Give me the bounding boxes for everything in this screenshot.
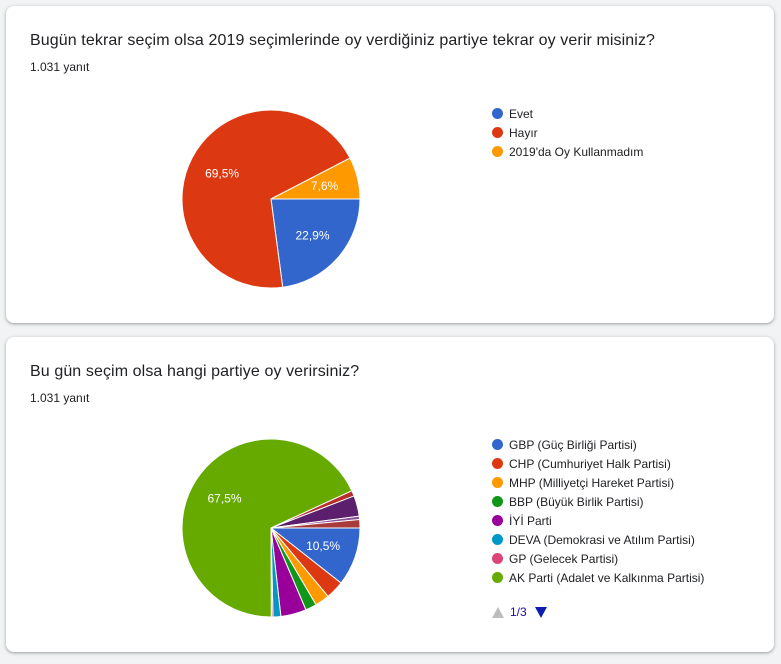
- legend-label: GBP (Güç Birliği Partisi): [509, 437, 637, 452]
- pie-slice: [270, 157, 361, 200]
- legend-label: Evet: [509, 106, 534, 121]
- question-title: Bugün tekrar seçim olsa 2019 seçimlerind…: [30, 32, 656, 49]
- legend-label: MHP (Milliyetçi Hareket Partisi): [509, 475, 675, 490]
- legend-label: DEVA (Demokrasi ve Atılım Partisi): [509, 532, 695, 547]
- legend-item: İYİ Parti: [492, 511, 704, 530]
- pie-slice: [270, 198, 361, 288]
- legend-item: BBP (Büyük Birlik Partisi): [492, 492, 704, 511]
- legend-label: Hayır: [509, 125, 538, 140]
- question-card-1: Bugün tekrar seçim olsa 2019 seçimlerind…: [6, 6, 774, 323]
- legend-swatch: [492, 534, 503, 545]
- legend-item: Hayır: [492, 123, 643, 142]
- legend-item: MHP (Milliyetçi Hareket Partisi): [492, 473, 704, 492]
- legend-pager: 1/3: [492, 605, 547, 619]
- legend-prev-page-icon[interactable]: [492, 606, 504, 618]
- legend-swatch: [492, 108, 503, 119]
- legend-item: CHP (Cumhuriyet Halk Partisi): [492, 454, 704, 473]
- legend-item: Evet: [492, 104, 643, 123]
- legend-item: 2019'da Oy Kullanmadım: [492, 142, 643, 161]
- legend-swatch: [492, 496, 503, 507]
- legend-label: BBP (Büyük Birlik Partisi): [509, 494, 644, 509]
- legend-label: CHP (Cumhuriyet Halk Partisi): [509, 456, 671, 471]
- chart-legend: GBP (Güç Birliği Partisi) CHP (Cumhuriyet…: [492, 435, 704, 587]
- legend-swatch: [492, 477, 503, 488]
- slice-label: 7,6%: [311, 179, 339, 193]
- legend-swatch: [492, 146, 503, 157]
- legend-item: GBP (Güç Birliği Partisi): [492, 435, 704, 454]
- legend-swatch: [492, 553, 503, 564]
- slice-label: 10,5%: [306, 539, 340, 553]
- slice-label: 69,5%: [205, 167, 239, 181]
- pie-slice: [181, 438, 353, 618]
- legend-swatch: [492, 127, 503, 138]
- legend-swatch: [492, 515, 503, 526]
- legend-label: 2019'da Oy Kullanmadım: [509, 144, 644, 159]
- legend-item: AK Parti (Adalet ve Kalkınma Partisi): [492, 568, 704, 587]
- legend-page-indicator: 1/3: [510, 605, 527, 619]
- pie-slice: [270, 518, 361, 529]
- legend-swatch: [492, 439, 503, 450]
- chart-legend: Evet Hayır 2019'da Oy Kullanmadım: [492, 104, 643, 161]
- legend-swatch: [492, 572, 503, 583]
- legend-label: AK Parti (Adalet ve Kalkınma Partisi): [509, 570, 705, 585]
- pie-chart: 10,5% 67,5%: [181, 438, 361, 618]
- legend-next-page-icon[interactable]: [534, 606, 547, 618]
- legend-item: GP (Gelecek Partisi): [492, 549, 704, 568]
- pie-chart: 22,9% 69,5% 7,6%: [181, 109, 361, 289]
- legend-item: DEVA (Demokrasi ve Atılım Partisi): [492, 530, 704, 549]
- slice-label: 67,5%: [207, 491, 241, 505]
- legend-swatch: [492, 458, 503, 469]
- response-count: 1.031 yanıt: [30, 391, 90, 405]
- pie-slice: [181, 109, 351, 289]
- legend-label: GP (Gelecek Partisi): [509, 551, 619, 566]
- question-card-2: Bu gün seçim olsa hangi partiye oy verir…: [6, 337, 774, 652]
- slice-label: 22,9%: [295, 228, 329, 242]
- question-title: Bu gün seçim olsa hangi partiye oy verir…: [30, 363, 360, 380]
- response-count: 1.031 yanıt: [30, 60, 90, 74]
- legend-label: İYİ Parti: [509, 513, 552, 528]
